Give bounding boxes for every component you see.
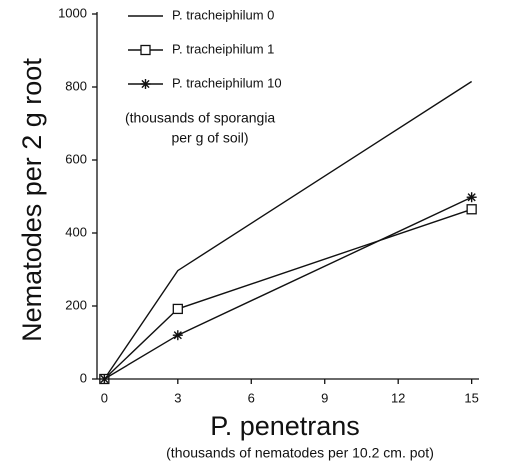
legend-label: P. tracheiphilum 0	[172, 7, 274, 22]
x-tick-label: 9	[321, 390, 328, 405]
marker-asterisk	[466, 192, 477, 203]
asterisk-stroke	[467, 193, 476, 202]
x-axis-sublabel: (thousands of nematodes per 10.2 cm. pot…	[166, 445, 434, 461]
x-axis-label: P. penetrans	[210, 411, 360, 441]
x-tick-label: 0	[101, 390, 108, 405]
asterisk-stroke	[173, 331, 182, 340]
y-tick-label: 800	[65, 78, 87, 93]
y-tick-label: 600	[65, 151, 87, 166]
marker-asterisk	[99, 374, 110, 384]
x-tick-label: 15	[464, 390, 478, 405]
y-tick-label: 400	[65, 224, 87, 239]
marker-square	[466, 204, 477, 215]
x-tick-label: 12	[391, 390, 405, 405]
y-axis-label: Nematodes per 2 g root	[17, 58, 47, 342]
y-tick-label: 1000	[58, 5, 87, 20]
x-tick-label: 3	[174, 390, 181, 405]
series-line	[103, 208, 472, 380]
legend-note: (thousands of sporangia	[125, 110, 275, 126]
y-tick-label: 0	[80, 370, 87, 385]
asterisk-stroke	[141, 79, 150, 89]
asterisk-stroke	[100, 374, 109, 384]
marker-asterisk	[172, 330, 183, 341]
series-line	[103, 80, 473, 380]
marker-asterisk	[140, 79, 151, 89]
y-tick-label: 200	[65, 297, 87, 312]
legend-note: per g of soil)	[171, 130, 248, 146]
marker-square	[172, 303, 183, 315]
legend-label: P. tracheiphilum 1	[172, 41, 274, 56]
x-tick-label: 6	[248, 390, 255, 405]
legend-label: P. tracheiphilum 10	[172, 75, 282, 90]
marker-square	[140, 44, 151, 56]
series-line	[103, 196, 472, 380]
